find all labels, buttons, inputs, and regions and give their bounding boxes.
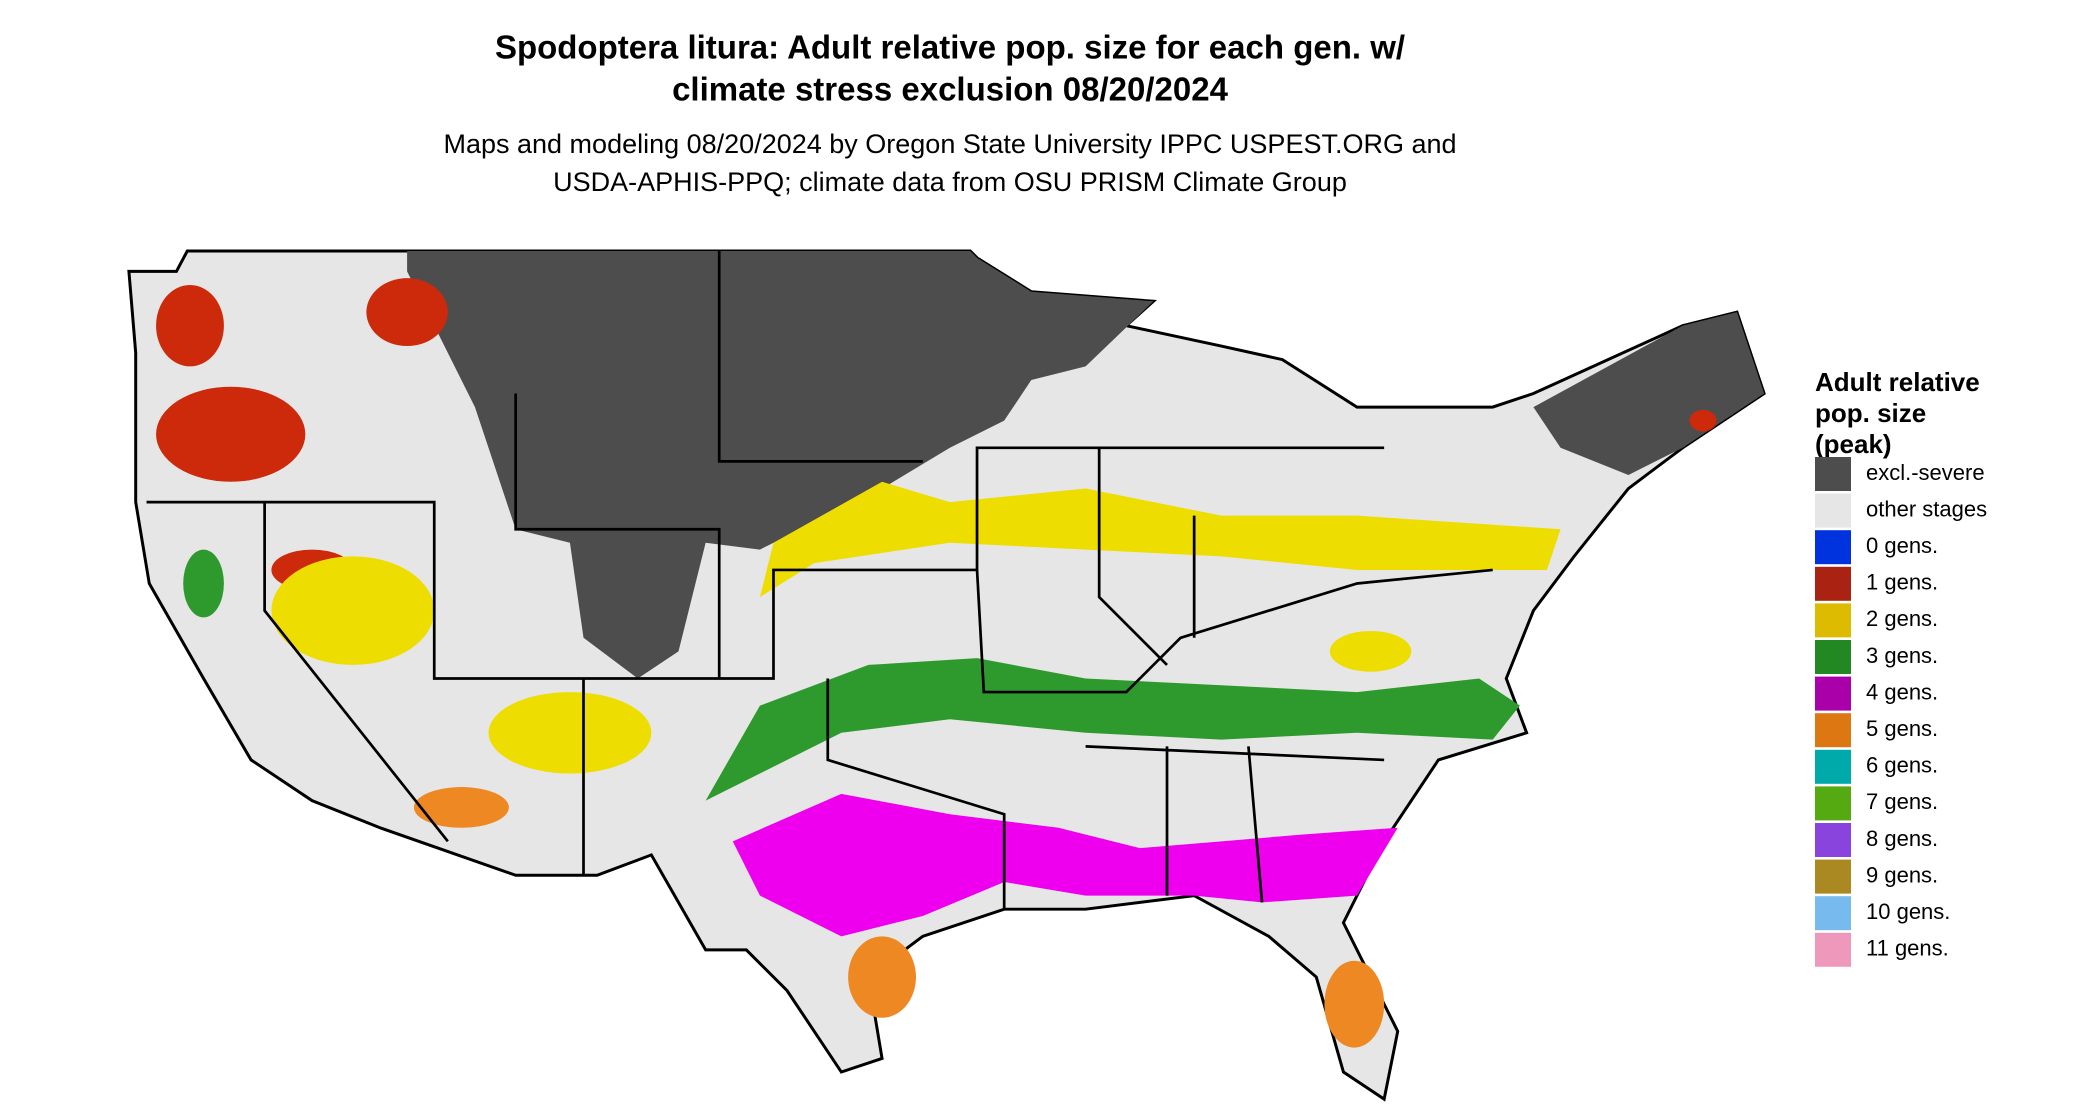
legend-swatch — [1815, 493, 1851, 528]
legend-label: 0 gens. — [1866, 533, 1938, 558]
map — [127, 249, 1766, 1102]
legend-label: 9 gens. — [1866, 862, 1938, 887]
legend-swatch — [1815, 603, 1851, 638]
legend-swatch — [1815, 457, 1851, 491]
legend-swatch — [1815, 566, 1851, 601]
title: climate stress exclusion 08/20/2024 — [672, 71, 1229, 108]
legend-swatch — [1815, 640, 1851, 674]
legend-swatch — [1815, 932, 1851, 967]
excluded-region — [407, 251, 1154, 679]
legend-label: 6 gens. — [1866, 753, 1938, 778]
legend-label: 4 gens. — [1866, 679, 1938, 704]
legend-label: excl.-severe — [1866, 460, 1985, 485]
legend-swatch — [1815, 823, 1851, 857]
legend-label: 8 gens. — [1866, 826, 1938, 851]
legend-label: 5 gens. — [1866, 716, 1938, 741]
legend-swatch — [1815, 859, 1851, 894]
excluded-region — [1533, 312, 1765, 475]
legend-title: Adult relative — [1815, 367, 1980, 397]
legend-label: 7 gens. — [1866, 789, 1938, 814]
legend-swatch — [1815, 530, 1851, 565]
state-borders — [146, 251, 1493, 910]
four-gen-areas — [732, 793, 1398, 937]
legend-swatch — [1815, 713, 1851, 748]
title: Spodoptera litura: Adult relative pop. s… — [495, 29, 1405, 66]
legend-swatch — [1815, 786, 1851, 821]
legend-swatch — [1815, 896, 1851, 931]
legend-swatch — [1815, 749, 1851, 784]
legend-label: 3 gens. — [1866, 643, 1938, 668]
legend-label: 11 gens. — [1866, 936, 1949, 961]
three-gen-areas — [183, 549, 1520, 801]
subtitle: USDA-APHIS-PPQ; climate data from OSU PR… — [553, 167, 1347, 197]
two-gen-areas — [271, 481, 1561, 774]
legend-label: other stages — [1866, 496, 1987, 521]
legend-label: 1 gens. — [1866, 570, 1938, 595]
legend-label: 10 gens. — [1866, 899, 1950, 924]
legend-title: pop. size — [1815, 398, 1926, 428]
legend-title: (peak) — [1815, 429, 1892, 459]
legend-label: 2 gens. — [1866, 606, 1938, 631]
legend-swatch — [1815, 676, 1851, 711]
subtitle: Maps and modeling 08/20/2024 by Oregon S… — [443, 129, 1456, 159]
five-gen-areas — [413, 787, 1385, 1048]
